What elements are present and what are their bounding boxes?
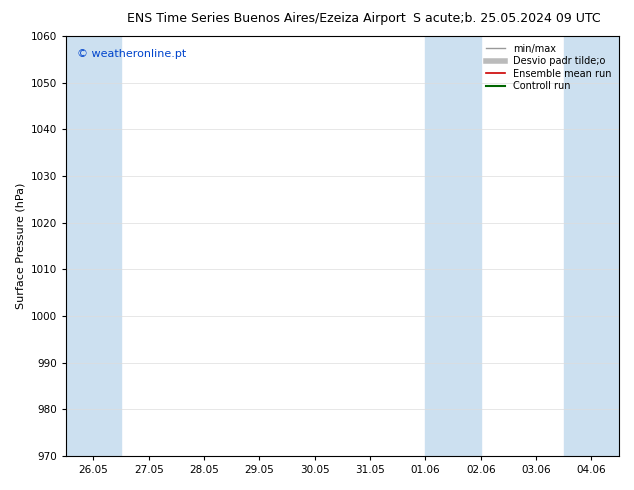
Bar — [425, 36, 481, 456]
Bar — [66, 36, 121, 456]
Legend: min/max, Desvio padr tilde;o, Ensemble mean run, Controll run: min/max, Desvio padr tilde;o, Ensemble m… — [482, 41, 614, 94]
Y-axis label: Surface Pressure (hPa): Surface Pressure (hPa) — [15, 183, 25, 309]
Text: ENS Time Series Buenos Aires/Ezeiza Airport: ENS Time Series Buenos Aires/Ezeiza Airp… — [127, 12, 406, 25]
Text: S acute;b. 25.05.2024 09 UTC: S acute;b. 25.05.2024 09 UTC — [413, 12, 601, 25]
Bar — [564, 36, 619, 456]
Text: © weatheronline.pt: © weatheronline.pt — [77, 49, 186, 59]
